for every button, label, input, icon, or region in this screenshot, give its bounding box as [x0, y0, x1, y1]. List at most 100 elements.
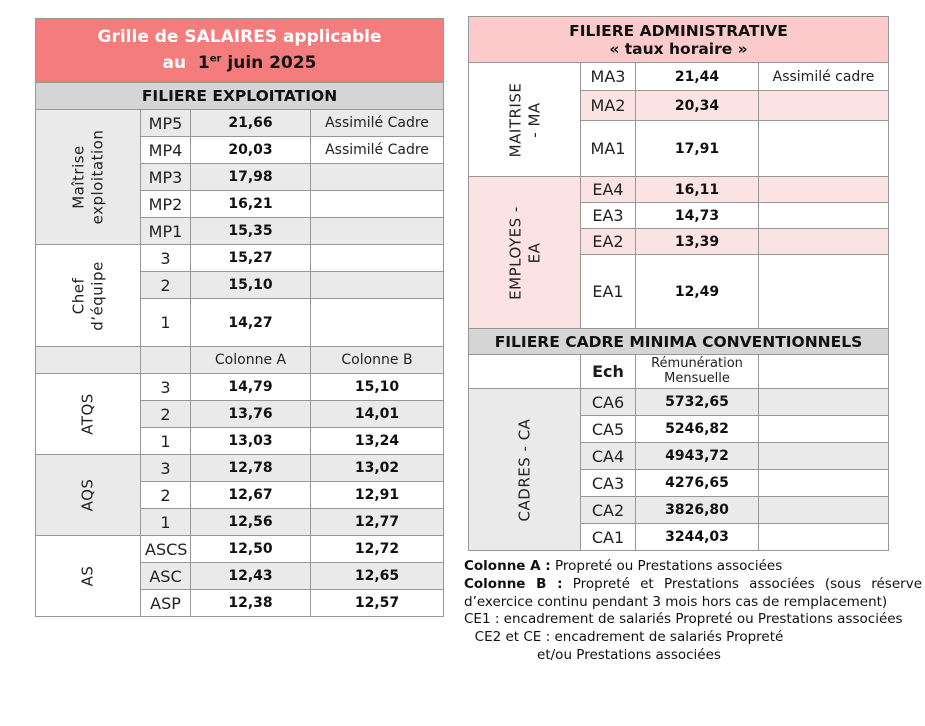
table-row: MP1 15,35: [36, 217, 445, 245]
value-a-cell: 12,56: [190, 508, 311, 536]
empty-cell: [757, 469, 890, 497]
value-a-cell: 14,79: [190, 373, 311, 401]
table-row: CADRES - CA CA6 5732,65: [468, 388, 890, 551]
value-cell: 14,73: [635, 202, 759, 229]
code-cell: ASC: [140, 562, 191, 590]
value-a-cell: 12,38: [190, 589, 311, 617]
table-row: 1 13,03 13,24: [36, 427, 445, 455]
value-b-cell: 13,24: [309, 427, 445, 455]
value-b-cell: 12,77: [309, 508, 445, 536]
column-b-header: Colonne B: [309, 346, 445, 374]
value-cell: 4943,72: [635, 442, 759, 470]
code-cell: EA1: [580, 254, 636, 329]
code-cell: 3: [140, 454, 191, 482]
value-b-cell: 12,65: [309, 562, 445, 590]
title-line2-prefix: au: [162, 52, 187, 73]
value-cell: 3244,03: [635, 523, 759, 551]
empty-cell: [140, 346, 191, 374]
title-line1: Grille de SALAIRES applicable: [97, 27, 382, 47]
empty-cell: [757, 354, 890, 389]
note-cell: [757, 228, 890, 255]
table-row: MAITRISE - MA MA3 21,44 Assimilé cadre: [468, 62, 890, 177]
table-row: 2 12,67 12,91: [36, 481, 445, 509]
value-cell: 20,03: [190, 136, 311, 164]
table-row: MP2 16,21: [36, 190, 445, 218]
table-row: ATQS 3 14,79 15,10: [35, 373, 445, 455]
code-cell: 2: [140, 271, 191, 299]
table-row: 1 12,56 12,77: [36, 508, 445, 536]
table-row: Grille de SALAIRES applicable au 1er jui…: [34, 18, 445, 83]
note-cell: Assimilé Cadre: [309, 109, 445, 137]
value-cell: 15,27: [190, 244, 311, 272]
value-a-cell: 13,03: [190, 427, 311, 455]
code-cell: MP3: [140, 163, 191, 191]
value-b-cell: 12,57: [309, 589, 445, 617]
table-row: CA4 4943,72: [469, 442, 890, 470]
group-label-chef-equipe: Chef d’équipe: [35, 244, 141, 347]
group-label-maitrise-ma: MAITRISE - MA: [468, 62, 581, 177]
group-label-maitrise-exploitation: Maîtrise exploitation: [35, 109, 141, 245]
value-cell: 12,49: [635, 254, 759, 329]
table-row: EMPLOYES - EA EA4 16,11: [468, 176, 890, 329]
code-cell: 1: [140, 427, 191, 455]
table-row: Chef d’équipe 3 15,27: [35, 244, 445, 347]
table-row: MA1 17,91: [469, 120, 890, 177]
code-cell: ASP: [140, 589, 191, 617]
code-cell: CA5: [580, 415, 636, 443]
salary-table-exploitation: Grille de SALAIRES applicable au 1er jui…: [34, 18, 445, 617]
footnote-colonne-a: Colonne A : Propreté ou Prestations asso…: [464, 558, 922, 576]
table-row: MP3 17,98: [36, 163, 445, 191]
value-cell: 4276,65: [635, 469, 759, 497]
section-header-exploitation: FILIERE EXPLOITATION: [34, 82, 445, 110]
code-cell: MA1: [580, 120, 636, 177]
table-row: MA2 20,34: [469, 90, 890, 121]
group-label-as: AS: [35, 535, 141, 617]
value-cell: 5246,82: [635, 415, 759, 443]
code-cell: MP2: [140, 190, 191, 218]
section-header-cadre: FILIERE CADRE MINIMA CONVENTIONNELS: [467, 328, 890, 355]
footnote-ce1: CE1 : encadrement de salariés Propreté o…: [464, 611, 903, 628]
note-cell: [757, 254, 890, 329]
group-label-atqs: ATQS: [35, 373, 141, 455]
code-cell: MP1: [140, 217, 191, 245]
table-row: FILIERE CADRE MINIMA CONVENTIONNELS: [467, 328, 890, 355]
code-cell: EA2: [580, 228, 636, 255]
remuneration-header: Rémunération Mensuelle: [635, 354, 759, 389]
code-cell: MP4: [140, 136, 191, 164]
table-row: CA5 5246,82: [469, 415, 890, 443]
value-a-cell: 12,78: [190, 454, 311, 482]
footnote-colonne-b: Colonne B : Propreté et Prestations asso…: [464, 576, 922, 612]
note-cell: [757, 120, 890, 177]
section-header-administrative: FILIERE ADMINISTRATIVE « taux horaire »: [467, 16, 890, 63]
code-cell: CA3: [580, 469, 636, 497]
table-row: EA2 13,39: [469, 228, 890, 255]
code-cell: 3: [140, 244, 191, 272]
note-cell: [309, 271, 445, 299]
value-cell: 20,34: [635, 90, 759, 121]
note-cell: [757, 176, 890, 203]
note-cell: Assimilé Cadre: [309, 136, 445, 164]
value-a-cell: 12,67: [190, 481, 311, 509]
ech-header: Ech: [580, 354, 636, 389]
footnote-colonne-a-text: Propreté ou Prestations associées: [555, 558, 783, 574]
table-row: EA3 14,73: [469, 202, 890, 229]
value-cell: 3826,80: [635, 496, 759, 524]
value-a-cell: 13,76: [190, 400, 311, 428]
value-cell: 13,39: [635, 228, 759, 255]
empty-cell: [757, 388, 890, 416]
note-cell: Assimilé cadre: [757, 62, 890, 91]
table-row: Ech Rémunération Mensuelle: [468, 354, 890, 389]
value-a-cell: 12,50: [190, 535, 311, 563]
value-cell: 15,10: [190, 271, 311, 299]
code-cell: ASCS: [140, 535, 191, 563]
table-row: FILIERE ADMINISTRATIVE « taux horaire »: [467, 16, 890, 63]
code-cell: EA3: [580, 202, 636, 229]
code-cell: CA4: [580, 442, 636, 470]
group-label-aqs: AQS: [35, 454, 141, 536]
note-cell: [757, 90, 890, 121]
value-cell: 16,11: [635, 176, 759, 203]
value-cell: 21,66: [190, 109, 311, 137]
value-cell: 17,91: [635, 120, 759, 177]
group-label-cadres-ca: CADRES - CA: [468, 388, 581, 551]
table-row: ASP 12,38 12,57: [36, 589, 445, 617]
